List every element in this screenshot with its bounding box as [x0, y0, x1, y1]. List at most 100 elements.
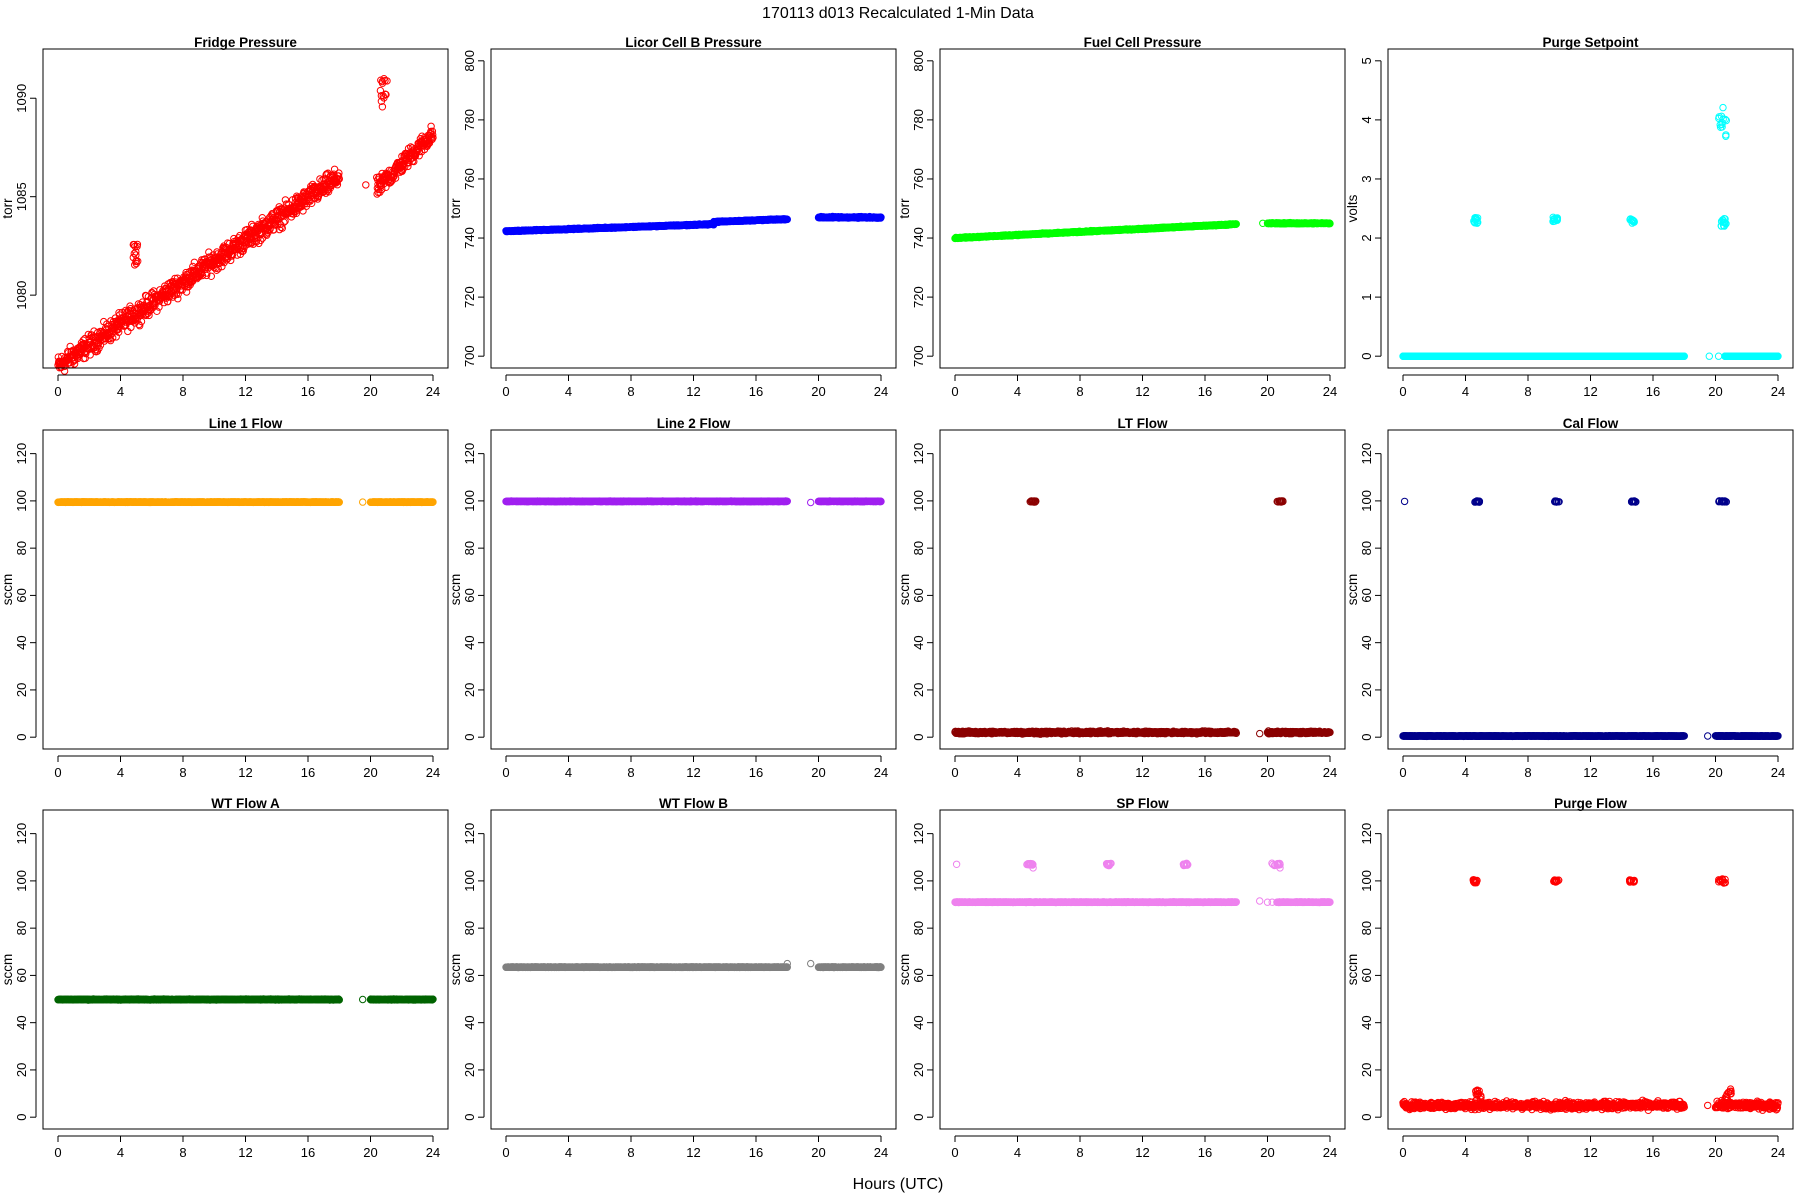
x-tick-label: 24 [1323, 384, 1337, 399]
data-point [376, 86, 385, 95]
x-tick-label: 0 [54, 384, 61, 399]
x-tick-label: 12 [1583, 384, 1597, 399]
x-tick-label: 24 [874, 384, 888, 399]
x-tick-label: 24 [1771, 384, 1785, 399]
data-point [266, 225, 274, 233]
data-point [133, 242, 141, 251]
x-tick-label: 16 [749, 384, 763, 399]
y-tick-label: 800 [911, 50, 926, 72]
data-point [429, 133, 437, 142]
data-point [415, 152, 423, 160]
x-axis-licor-cell-b-pressure: 0 4 8 12 16 20 24 [502, 374, 888, 399]
y-tick-label: 800 [462, 50, 477, 72]
y-tick-label: 760 [911, 168, 926, 190]
x-tick-label: 20 [1708, 384, 1722, 399]
y-tick-label: 1 [1359, 293, 1374, 300]
points-line-1-flow [54, 498, 437, 507]
y-tick-label: 700 [911, 345, 926, 367]
data-point [218, 262, 226, 271]
data-point [212, 266, 221, 274]
panel-title-licor-cell-b-pressure: Licor Cell B Pressure [625, 35, 762, 50]
y-tick-label: 1090 [14, 84, 29, 113]
data-point [257, 236, 265, 245]
data-point [335, 175, 343, 183]
y-axis-label-fuel-cell-pressure: torr [897, 198, 912, 219]
data-point [362, 181, 370, 189]
data-point [427, 122, 435, 131]
y-tick-label: 760 [462, 168, 477, 190]
y-tick-label: 5 [1359, 57, 1374, 64]
data-point [136, 322, 144, 330]
x-tick-label: 20 [1260, 384, 1274, 399]
data-point [299, 207, 307, 215]
panel-title-fuel-cell-pressure: Fuel Cell Pressure [1084, 35, 1202, 50]
x-tick-label: 12 [686, 384, 700, 399]
y-tick-label: 720 [462, 286, 477, 308]
x-tick-label: 0 [1399, 384, 1406, 399]
data-point [378, 79, 387, 87]
y-tick-label: 0 [1359, 353, 1374, 360]
data-point [96, 341, 105, 349]
data-point [74, 354, 82, 363]
points-licor-cell-b-pressure [502, 212, 885, 236]
data-point [378, 103, 387, 111]
data-point [190, 258, 199, 266]
data-point [153, 307, 161, 315]
data-point [1705, 352, 1714, 360]
data-point [207, 272, 216, 280]
data-point [164, 297, 172, 306]
data-point [214, 265, 222, 273]
y-axis-licor-cell-b-pressure: 700 720 740 760 780 800 [462, 50, 485, 367]
y-tick-label: 780 [462, 109, 477, 131]
x-tick-label: 8 [1524, 384, 1531, 399]
x-tick-label: 4 [565, 384, 572, 399]
points-fridge-pressure [54, 75, 437, 375]
x-tick-label: 4 [1462, 384, 1469, 399]
y-tick-label: 700 [462, 345, 477, 367]
x-tick-label: 20 [363, 384, 377, 399]
data-point [280, 218, 288, 226]
data-point [131, 261, 139, 269]
data-point [334, 172, 343, 180]
data-point [130, 249, 139, 258]
y-tick-label: 1080 [14, 281, 29, 310]
panel-title-line-1-flow: Line 1 Flow [209, 416, 283, 431]
data-point [381, 90, 389, 98]
data-point [174, 295, 182, 303]
x-tick-label: 12 [238, 384, 252, 399]
data-point [132, 251, 140, 259]
x-tick-label: 12 [1135, 384, 1149, 399]
data-point [132, 259, 141, 268]
y-tick-label: 720 [911, 286, 926, 308]
figure-title: 170113 d013 Recalculated 1-Min Data [762, 5, 1034, 22]
y-axis-label-fridge-pressure: torr [0, 198, 15, 219]
panel-title-fridge-pressure: Fridge Pressure [194, 35, 297, 50]
y-axis-label-purge-setpoint: volts [1345, 194, 1360, 222]
y-tick-label: 740 [462, 227, 477, 249]
x-tick-label: 24 [426, 384, 440, 399]
x-tick-label: 8 [627, 384, 634, 399]
data-point [176, 286, 184, 294]
plot-frame-purge-setpoint [1387, 48, 1794, 369]
data-point [391, 174, 400, 182]
data-point [429, 130, 437, 139]
panel-title-purge-setpoint: Purge Setpoint [1542, 35, 1639, 50]
y-tick-label: 740 [911, 227, 926, 249]
x-tick-label: 8 [1076, 384, 1083, 399]
x-tick-label: 4 [117, 384, 124, 399]
data-point [137, 317, 146, 326]
data-point [129, 253, 138, 262]
data-point [324, 188, 333, 196]
x-tick-label: 4 [1014, 384, 1021, 399]
data-point [70, 360, 79, 368]
data-point [390, 172, 398, 181]
x-tick-label: 16 [1198, 384, 1212, 399]
data-point [198, 271, 207, 280]
data-point [330, 165, 339, 174]
data-point [115, 328, 123, 336]
